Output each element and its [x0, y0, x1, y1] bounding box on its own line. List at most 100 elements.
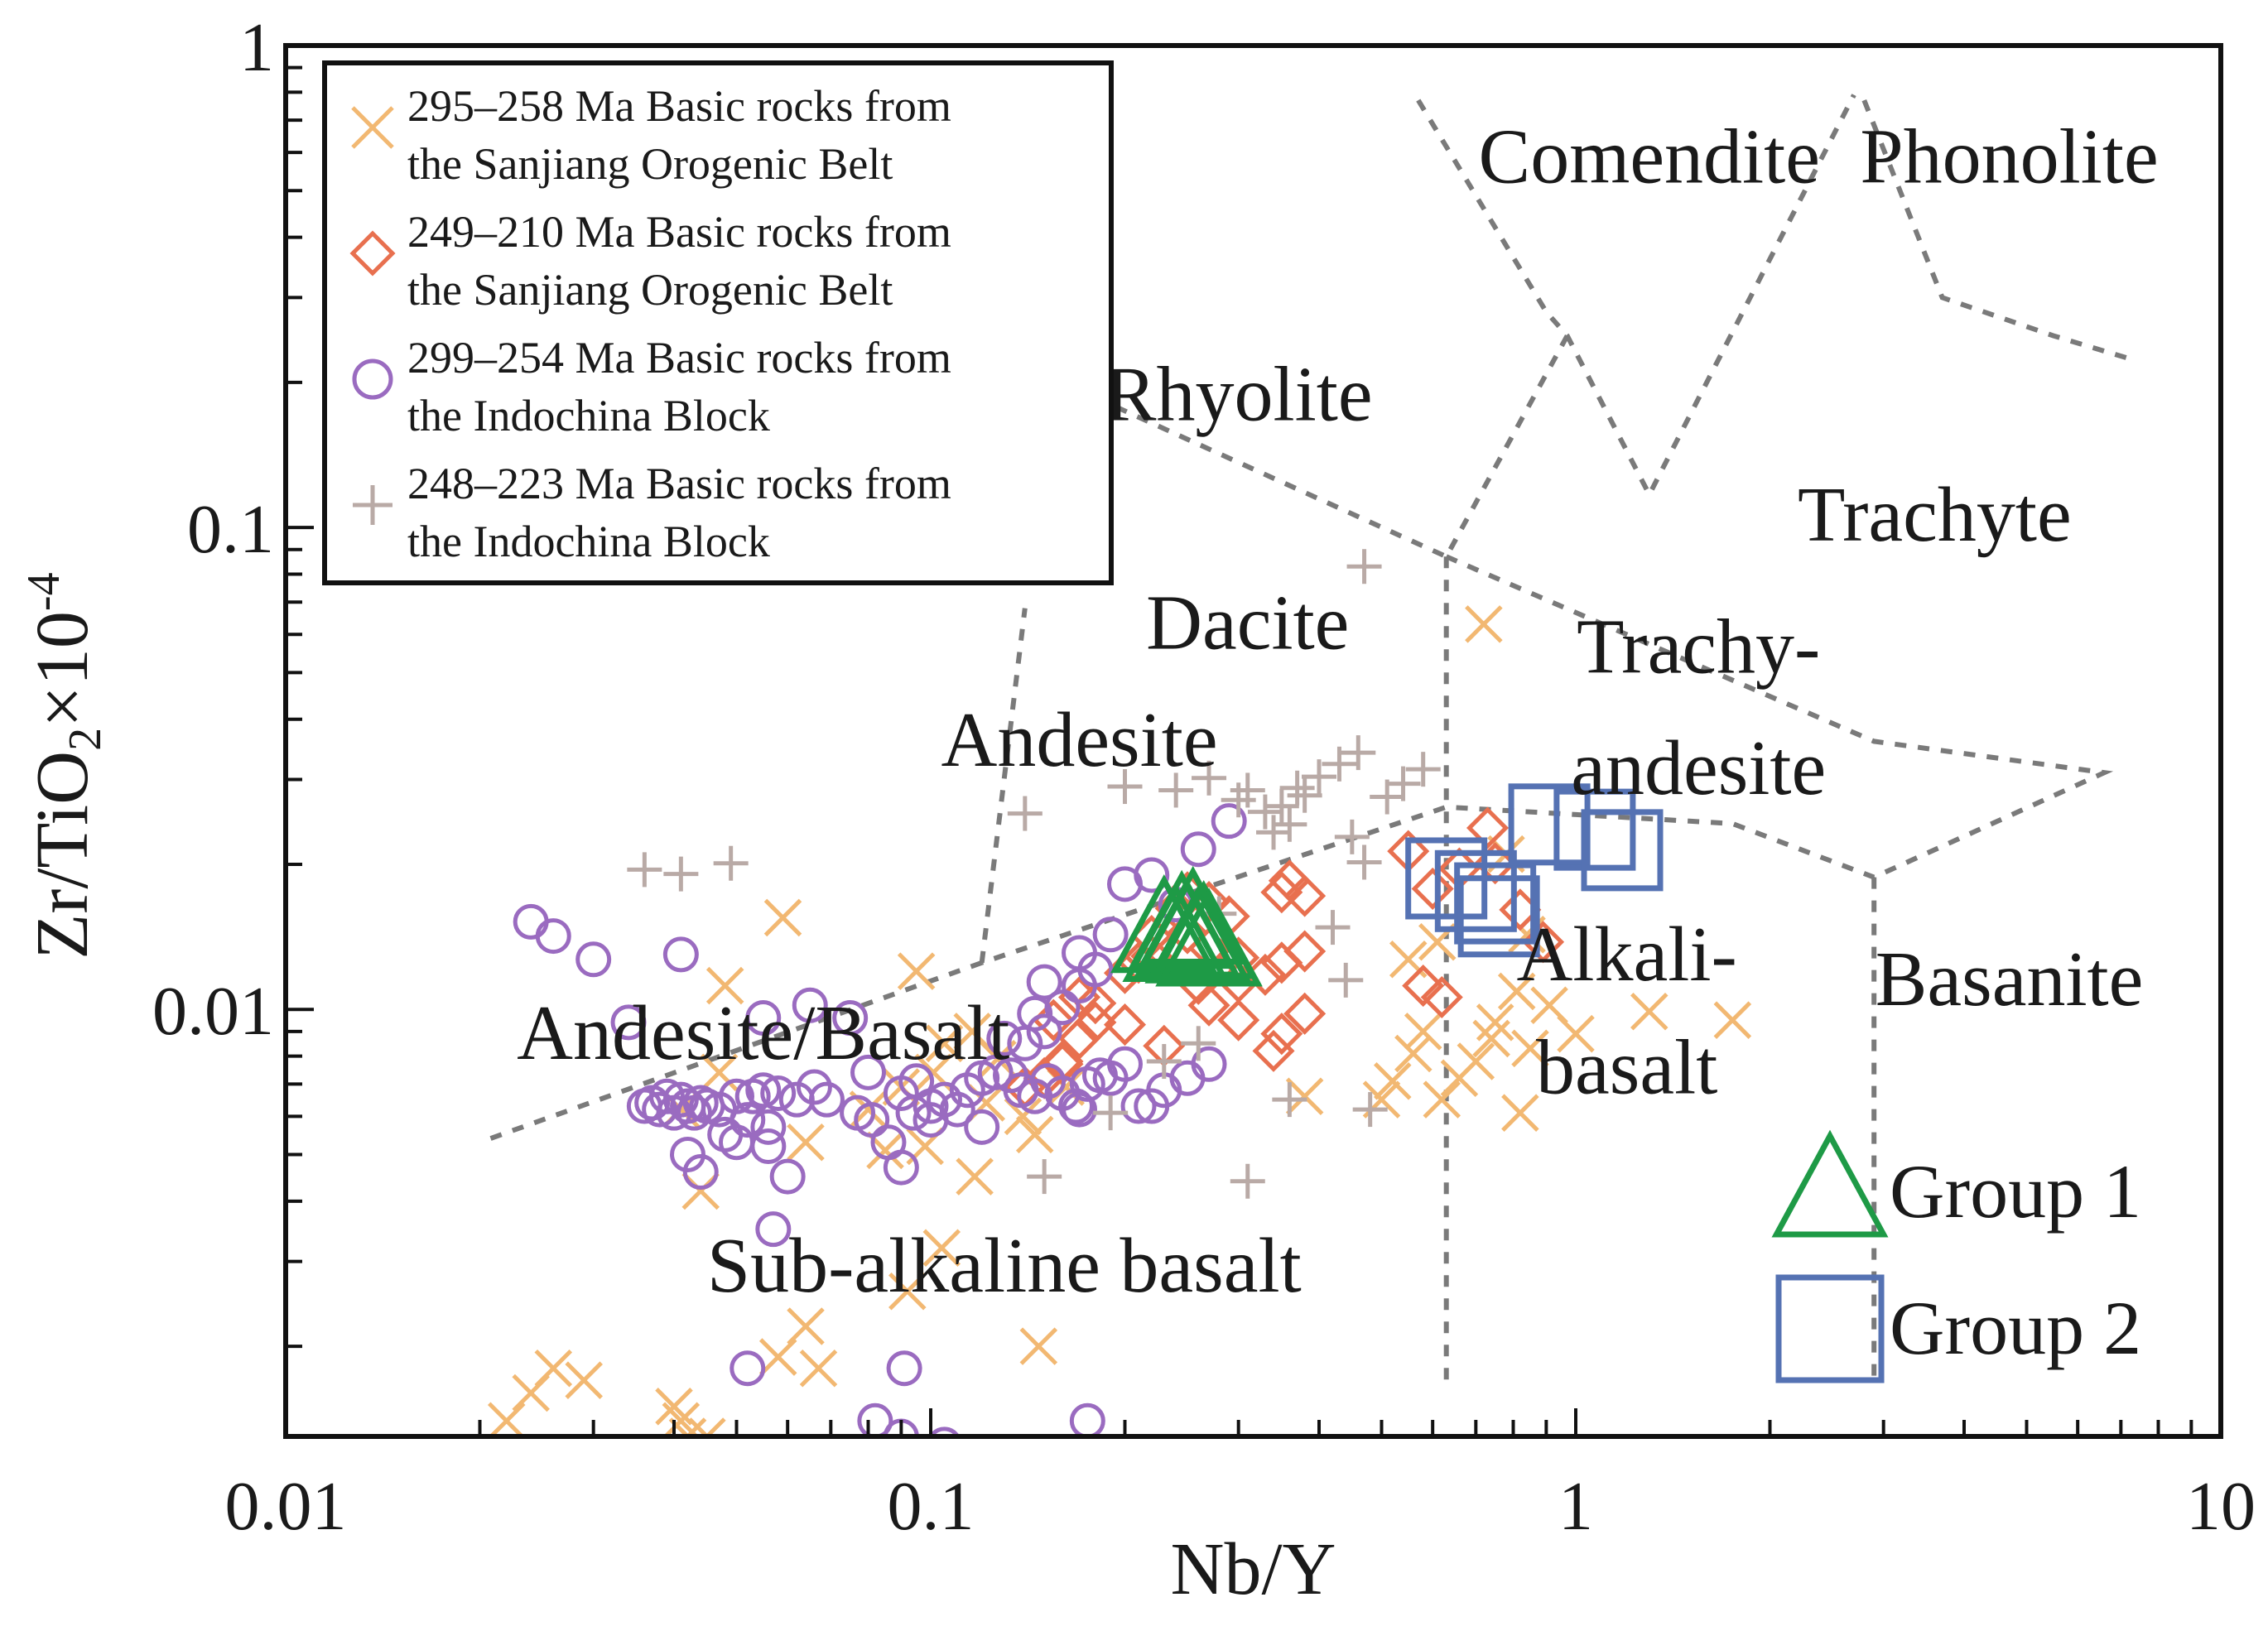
data-point-plus [627, 852, 662, 888]
data-point-triangle [1139, 865, 1247, 965]
data-point-circle [769, 1158, 806, 1195]
data-point-x [487, 1402, 526, 1436]
data-point-circle [1107, 1046, 1144, 1082]
data-point-circle [939, 1091, 975, 1128]
data-point-x [565, 1361, 603, 1399]
data-point-x [1285, 1077, 1324, 1116]
data-point-plus [1322, 746, 1357, 782]
data-point-plus [1192, 760, 1227, 796]
data-point-circle [760, 1075, 797, 1111]
data-point-diamond [1466, 806, 1510, 849]
y-axis-label-exponent: -4 [18, 572, 70, 611]
field-label: Sub-alkaline basalt [707, 1223, 1302, 1309]
data-point-diamond [1402, 965, 1445, 1008]
data-point-circle [1017, 995, 1053, 1032]
data-point-x [922, 1229, 961, 1268]
data-point-circle [883, 1149, 919, 1186]
data-point-circle [832, 1000, 869, 1037]
data-point-plus [1346, 549, 1382, 585]
data-point-plus [1334, 819, 1370, 854]
data-point-circle [1180, 831, 1216, 868]
field-boundaries [479, 94, 2134, 1381]
data-point-x [1476, 1003, 1514, 1042]
data-point-circle [1062, 1091, 1098, 1128]
data-point-x [1394, 1034, 1433, 1073]
data-point-plus [1352, 1092, 1388, 1128]
plot-area-frame [283, 43, 2223, 1439]
data-point-x [787, 1123, 825, 1162]
data-point-plus [663, 856, 699, 892]
group-legend-marker-triangle [1771, 1129, 1889, 1238]
data-point-circle [718, 1078, 754, 1114]
field-label: basalt [1536, 1024, 1717, 1110]
data-point-circle [886, 1350, 922, 1387]
x-tick-label: 10 [2186, 1468, 2256, 1545]
data-point-x [763, 898, 802, 937]
legend-label-line2: the Sanjiang Orogenic Belt [407, 265, 893, 315]
data-point-x [1511, 1029, 1549, 1068]
data-point-triangle [1110, 873, 1218, 974]
data-point-circle [575, 941, 612, 978]
data-point-circle [1191, 1046, 1227, 1082]
x-tick-label: 0.01 [225, 1468, 347, 1545]
data-point-circle [1092, 917, 1129, 953]
data-point-x [1465, 605, 1503, 643]
data-point-plus [1385, 766, 1421, 801]
axis-ticks [284, 65, 2193, 1436]
data-point-x [888, 1272, 927, 1311]
data-point-x [1713, 1001, 1752, 1039]
data-point-plus [1405, 752, 1441, 787]
legend-box [322, 60, 1114, 585]
data-point-circle [850, 1054, 887, 1090]
data-point-x [1472, 1019, 1510, 1058]
x-tick-label: 0.1 [888, 1468, 975, 1545]
data-point-plus [1247, 794, 1283, 830]
data-point-diamond [1057, 1017, 1101, 1060]
data-point-circle [670, 1136, 706, 1172]
data-point-plus [1264, 788, 1299, 824]
data-point-plus [1279, 770, 1315, 806]
data-points [487, 549, 1752, 1436]
data-point-circle [1026, 1013, 1062, 1050]
data-point-circle [964, 1109, 1000, 1145]
field-label: Andesite/Basalt [517, 990, 1009, 1076]
field-label: Comendite [1479, 113, 1821, 200]
data-point-plus [1181, 1026, 1216, 1061]
data-point-plus [713, 845, 749, 881]
data-point-circle [1069, 1402, 1105, 1436]
data-point-x [758, 1338, 797, 1376]
data-point-circle [854, 1102, 890, 1138]
field-label: Dacite [1146, 580, 1349, 666]
data-point-plus [1346, 844, 1382, 880]
data-point-x [1457, 1042, 1495, 1080]
data-point-circle [1044, 989, 1081, 1026]
field-label: Trachyte [1798, 472, 2072, 558]
data-point-x [655, 1388, 693, 1426]
field-labels: Comendite Phonolite Rhyolite Trachyte Dacite… [517, 113, 2159, 1308]
data-point-circle [634, 1085, 671, 1121]
data-point-plus [1158, 772, 1194, 808]
data-point-x [534, 1349, 573, 1388]
data-point-plus [1007, 796, 1043, 831]
data-point-x [662, 1402, 701, 1436]
data-point-plus [1256, 815, 1292, 850]
legend-marker-diamond [349, 230, 396, 277]
legend-label-line1: 249–210 Ma Basic rocks from [407, 207, 951, 257]
data-point-plus [1272, 1082, 1307, 1118]
y-axis-label-subscript: 2 [60, 728, 111, 751]
legend-marker-x [351, 106, 394, 149]
data-point-diamond [1283, 992, 1327, 1035]
data-point-x [897, 952, 936, 990]
data-point-plus [1315, 910, 1351, 945]
data-point-circle [755, 1211, 792, 1248]
data-point-x [1019, 1327, 1058, 1365]
data-point-square [1508, 783, 1591, 866]
data-point-plus [1093, 1095, 1129, 1131]
field-label: Trachy- [1577, 604, 1820, 690]
data-point-x [1630, 992, 1668, 1031]
data-point-x [787, 1307, 825, 1345]
series-square [1405, 783, 1664, 958]
data-point-circle [857, 1402, 893, 1436]
data-point-diamond [1103, 1003, 1147, 1046]
